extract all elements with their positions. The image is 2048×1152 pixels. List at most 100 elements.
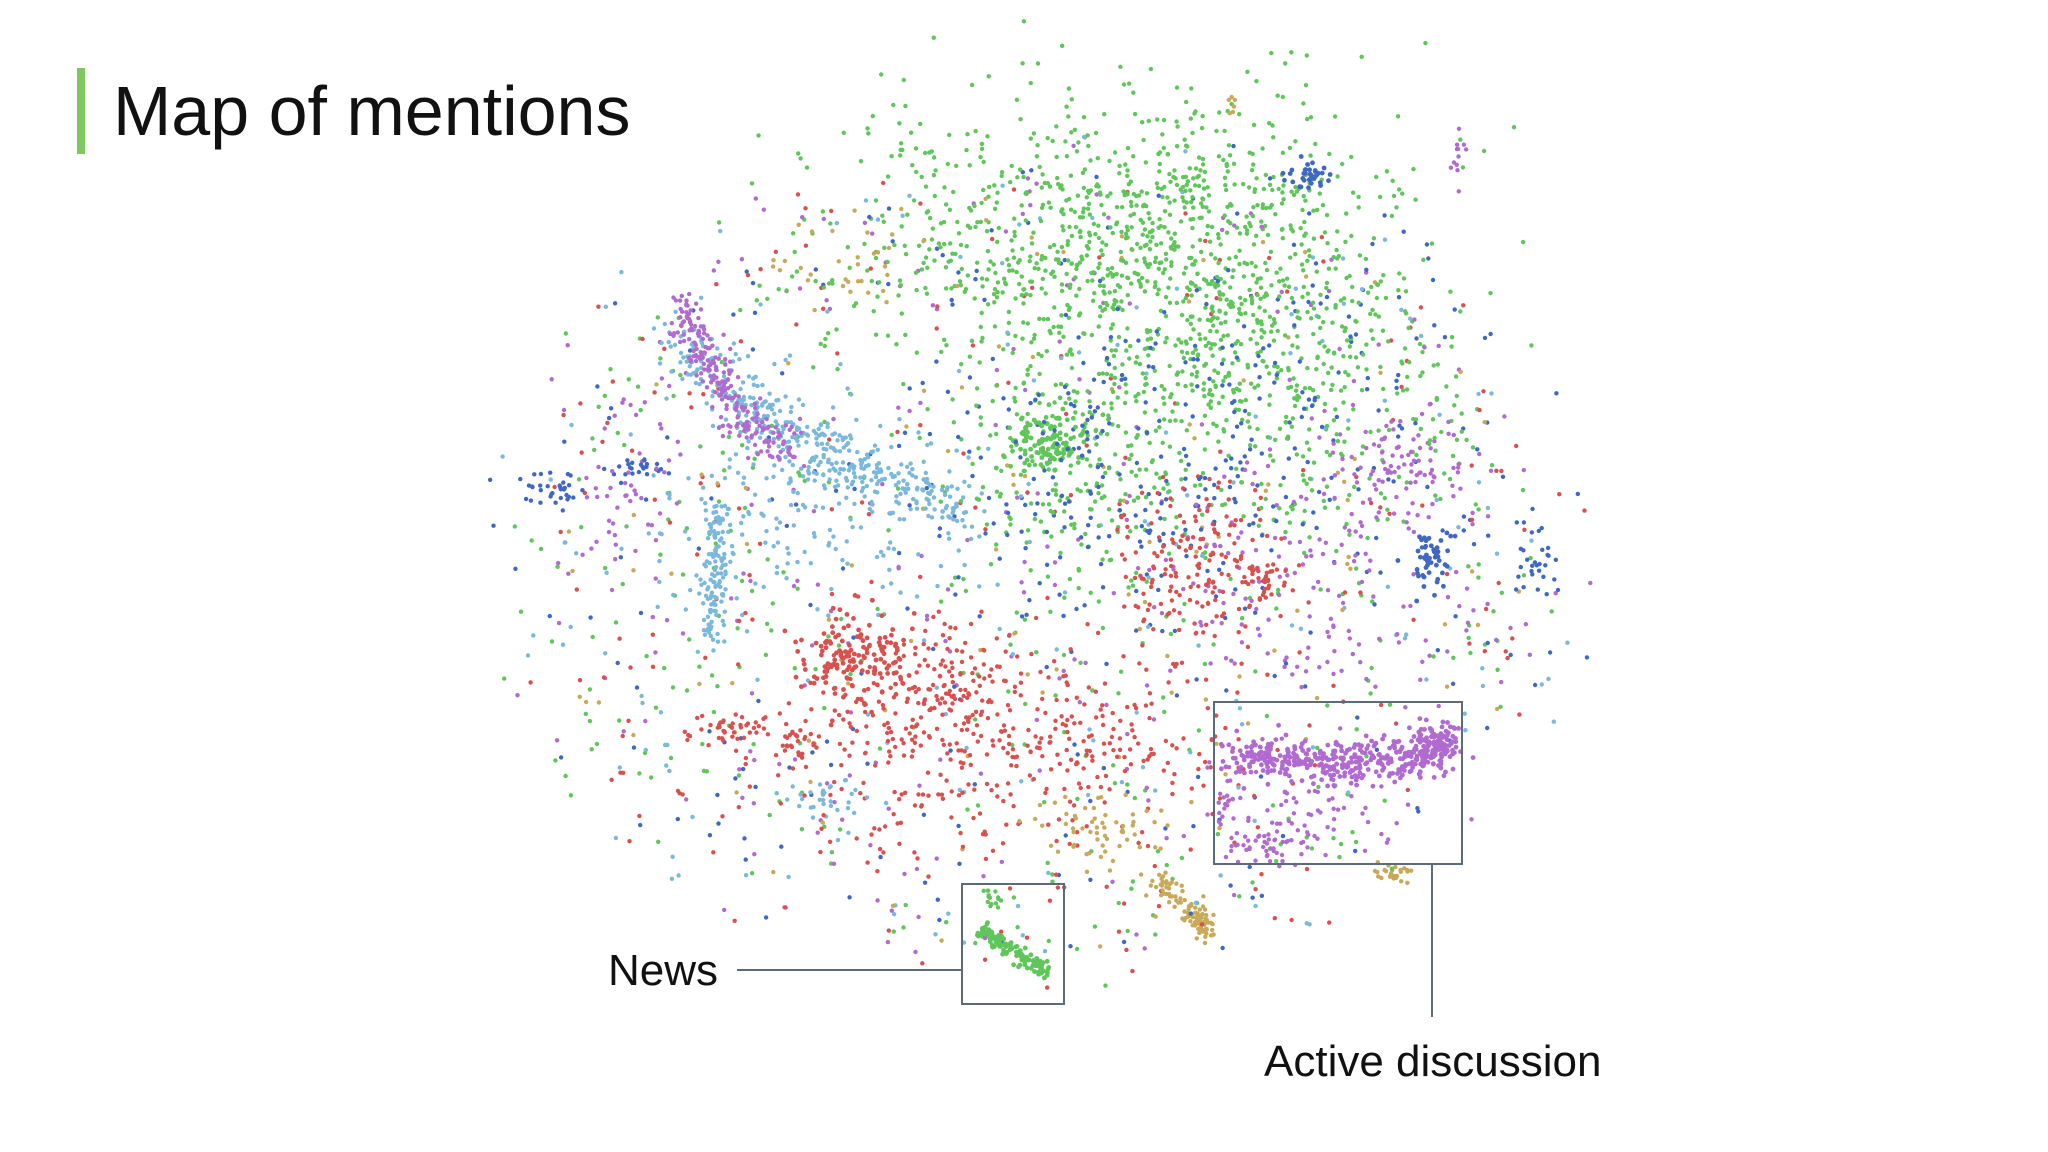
scatter-point bbox=[1377, 636, 1382, 641]
scatter-point bbox=[795, 649, 801, 654]
scatter-point bbox=[1126, 182, 1132, 187]
scatter-point bbox=[836, 632, 841, 638]
scatter-point bbox=[939, 487, 945, 493]
scatter-point bbox=[832, 708, 837, 713]
scatter-point bbox=[980, 284, 985, 289]
scatter-point bbox=[630, 471, 635, 476]
scatter-point bbox=[965, 273, 970, 278]
scatter-point bbox=[532, 472, 537, 477]
scatter-point bbox=[913, 270, 919, 275]
title-accent-bar bbox=[77, 68, 85, 154]
scatter-point bbox=[705, 358, 710, 363]
scatter-point bbox=[1376, 314, 1382, 319]
scatter-point bbox=[751, 396, 756, 401]
scatter-point bbox=[834, 220, 840, 226]
scatter-point bbox=[1034, 717, 1040, 723]
scatter-point bbox=[620, 581, 625, 587]
scatter-point bbox=[1444, 571, 1450, 577]
scatter-point bbox=[739, 578, 745, 584]
scatter-point bbox=[848, 676, 853, 682]
scatter-point bbox=[1193, 258, 1198, 264]
scatter-point bbox=[963, 640, 968, 646]
scatter-point bbox=[596, 404, 601, 409]
scatter-point bbox=[1326, 348, 1331, 353]
scatter-point bbox=[755, 677, 760, 682]
scatter-point bbox=[1127, 456, 1132, 462]
scatter-point bbox=[908, 638, 914, 644]
scatter-point bbox=[547, 613, 552, 619]
scatter-point bbox=[1494, 706, 1500, 712]
scatter-point bbox=[1056, 181, 1061, 187]
scatter-point bbox=[1239, 722, 1245, 727]
scatter-point bbox=[1253, 444, 1258, 449]
scatter-point bbox=[1222, 128, 1227, 134]
scatter-point bbox=[1125, 326, 1130, 331]
scatter-point bbox=[1037, 400, 1042, 406]
scatter-point bbox=[1411, 529, 1417, 535]
scatter-point bbox=[721, 374, 727, 379]
scatter-point bbox=[1301, 101, 1306, 106]
scatter-point bbox=[1059, 244, 1065, 250]
scatter-point bbox=[1023, 425, 1028, 431]
scatter-point bbox=[583, 711, 588, 717]
scatter-point bbox=[667, 383, 672, 389]
scatter-point bbox=[1045, 446, 1051, 452]
scatter-point bbox=[730, 681, 735, 686]
scatter-point bbox=[747, 549, 752, 554]
scatter-point bbox=[1242, 408, 1248, 414]
scatter-point bbox=[1283, 420, 1289, 425]
scatter-point bbox=[1126, 585, 1131, 590]
scatter-point bbox=[1456, 154, 1461, 159]
scatter-point bbox=[1164, 335, 1169, 341]
scatter-point bbox=[1063, 432, 1069, 438]
scatter-point bbox=[750, 465, 756, 470]
scatter-point bbox=[603, 651, 608, 656]
scatter-point bbox=[713, 515, 719, 521]
scatter-point bbox=[751, 376, 756, 381]
scatter-point bbox=[1291, 376, 1296, 381]
scatter-point bbox=[969, 524, 975, 529]
scatter-point bbox=[1217, 588, 1222, 594]
scatter-point bbox=[752, 852, 757, 857]
scatter-point bbox=[1129, 886, 1134, 891]
scatter-point bbox=[753, 581, 758, 586]
scatter-point bbox=[835, 807, 840, 813]
scatter-point bbox=[741, 475, 747, 480]
scatter-point bbox=[613, 620, 619, 625]
scatter-point bbox=[1115, 395, 1120, 400]
scatter-point bbox=[1334, 247, 1339, 253]
scatter-point bbox=[828, 803, 834, 809]
scatter-point bbox=[1138, 245, 1143, 250]
scatter-point bbox=[1295, 315, 1300, 320]
scatter-point bbox=[1284, 436, 1290, 441]
scatter-point bbox=[1019, 203, 1024, 208]
scatter-point bbox=[955, 219, 960, 225]
scatter-point bbox=[1332, 473, 1338, 478]
scatter-point bbox=[734, 404, 739, 409]
scatter-point bbox=[914, 501, 919, 506]
scatter-point bbox=[1158, 241, 1164, 246]
scatter-point bbox=[590, 634, 595, 640]
scatter-point bbox=[1157, 217, 1162, 222]
scatter-point bbox=[1173, 176, 1178, 181]
scatter-point bbox=[933, 642, 938, 647]
scatter-point bbox=[1039, 736, 1044, 741]
scatter-point bbox=[943, 638, 948, 644]
scatter-point bbox=[1190, 388, 1195, 393]
scatter-point bbox=[1274, 859, 1279, 864]
scatter-point bbox=[721, 556, 726, 561]
scatter-point bbox=[1304, 53, 1310, 58]
scatter-point bbox=[1316, 489, 1322, 495]
scatter-point bbox=[1033, 397, 1038, 402]
scatter-point bbox=[713, 602, 718, 607]
scatter-point bbox=[1145, 330, 1150, 335]
scatter-point bbox=[1123, 376, 1128, 381]
scatter-point bbox=[1084, 457, 1090, 462]
scatter-point bbox=[625, 458, 630, 463]
scatter-point bbox=[671, 393, 676, 399]
scatter-point bbox=[975, 260, 980, 265]
scatter-point bbox=[1143, 400, 1148, 405]
scatter-point bbox=[1352, 484, 1357, 490]
scatter-point bbox=[716, 425, 722, 430]
scatter-point bbox=[1221, 378, 1226, 384]
